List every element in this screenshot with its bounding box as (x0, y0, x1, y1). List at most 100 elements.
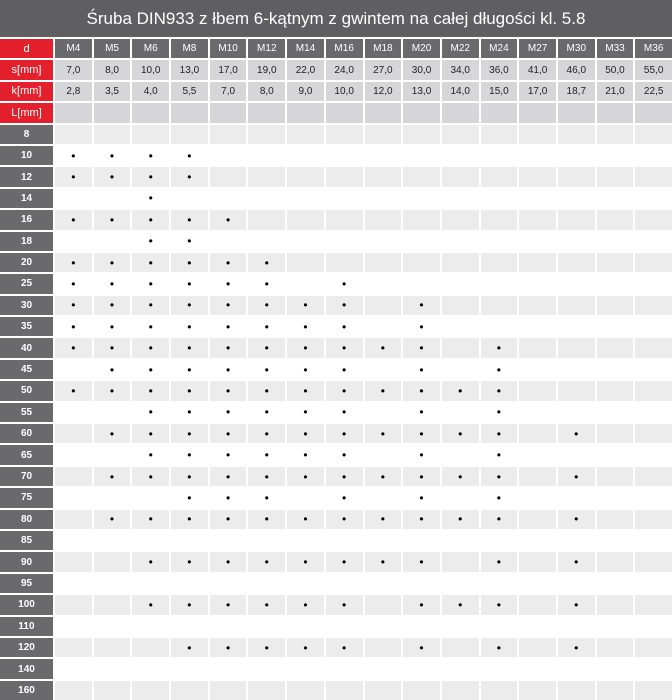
empty-cell (209, 231, 247, 251)
availability-dot: • (55, 274, 92, 294)
availability-dot: • (441, 466, 479, 487)
empty-cell (287, 488, 324, 508)
empty-cell (55, 595, 92, 615)
availability-dot: • (248, 637, 286, 658)
empty-cell (480, 274, 518, 294)
empty-cell (519, 210, 556, 230)
availability-dot: • (480, 595, 518, 615)
empty-cell (403, 231, 440, 251)
empty-cell (480, 124, 518, 144)
length-label: 55 (0, 402, 53, 423)
empty-cell (248, 124, 286, 144)
availability-dot: • (93, 295, 131, 316)
empty-cell (635, 210, 672, 230)
k-value: 22,5 (635, 81, 672, 102)
L-header-cell (441, 103, 479, 123)
empty-cell (596, 295, 634, 316)
empty-cell (441, 552, 479, 572)
empty-cell (635, 145, 672, 166)
empty-cell (557, 680, 595, 700)
availability-dot: • (287, 424, 324, 444)
empty-cell (55, 573, 92, 594)
availability-dot: • (209, 509, 247, 529)
availability-dot: • (93, 359, 131, 380)
empty-cell (403, 680, 440, 700)
availability-dot: • (209, 317, 247, 337)
empty-cell (557, 167, 595, 187)
size-header: M27 (519, 39, 556, 59)
availability-dot: • (209, 338, 247, 358)
availability-dot: • (403, 338, 440, 358)
empty-cell (132, 659, 170, 679)
empty-cell (596, 338, 634, 358)
empty-cell (635, 637, 672, 658)
availability-dot: • (480, 359, 518, 380)
empty-cell (519, 231, 556, 251)
L-header-cell (557, 103, 595, 123)
empty-cell (403, 167, 440, 187)
empty-cell (519, 338, 556, 358)
availability-dot: • (209, 402, 247, 423)
availability-dot: • (209, 552, 247, 572)
L-header-cell (596, 103, 634, 123)
availability-dot: • (364, 509, 402, 529)
empty-cell (596, 359, 634, 380)
empty-cell (519, 124, 556, 144)
empty-cell (519, 552, 556, 572)
length-label: 35 (0, 317, 53, 337)
empty-cell (596, 274, 634, 294)
availability-dot: • (171, 274, 208, 294)
s-value: 13,0 (171, 60, 208, 80)
empty-cell (441, 145, 479, 166)
empty-cell (55, 680, 92, 700)
availability-dot: • (248, 317, 286, 337)
availability-dot: • (480, 381, 518, 401)
empty-cell (403, 274, 440, 294)
availability-dot: • (171, 317, 208, 337)
empty-cell (132, 637, 170, 658)
length-label: 90 (0, 552, 53, 572)
empty-cell (557, 252, 595, 273)
empty-cell (441, 530, 479, 551)
s-value: 46,0 (557, 60, 595, 80)
availability-dot: • (325, 338, 363, 358)
label-L: L[mm] (0, 103, 53, 123)
empty-cell (55, 231, 92, 251)
empty-cell (635, 295, 672, 316)
empty-cell (557, 188, 595, 209)
length-label: 140 (0, 659, 53, 679)
availability-dot: • (287, 466, 324, 487)
empty-cell (596, 552, 634, 572)
length-label: 65 (0, 445, 53, 465)
empty-cell (635, 231, 672, 251)
availability-dot: • (248, 445, 286, 465)
availability-dot: • (209, 381, 247, 401)
k-value: 7,0 (209, 81, 247, 102)
availability-dot: • (93, 167, 131, 187)
empty-cell (596, 488, 634, 508)
empty-cell (55, 616, 92, 636)
empty-cell (132, 488, 170, 508)
empty-cell (596, 381, 634, 401)
empty-cell (519, 488, 556, 508)
empty-cell (635, 445, 672, 465)
availability-dot: • (55, 145, 92, 166)
k-value: 8,0 (248, 81, 286, 102)
empty-cell (93, 530, 131, 551)
empty-cell (93, 595, 131, 615)
availability-dot: • (248, 424, 286, 444)
empty-cell (441, 274, 479, 294)
empty-cell (557, 488, 595, 508)
empty-cell (209, 680, 247, 700)
availability-dot: • (557, 509, 595, 529)
availability-dot: • (403, 424, 440, 444)
availability-dot: • (287, 595, 324, 615)
L-header-cell (209, 103, 247, 123)
empty-cell (248, 573, 286, 594)
empty-cell (596, 402, 634, 423)
availability-dot: • (248, 381, 286, 401)
label-k: k[mm] (0, 81, 53, 102)
empty-cell (171, 530, 208, 551)
page-title: Śruba DIN933 z łbem 6-kątnym z gwintem n… (0, 0, 672, 37)
availability-dot: • (132, 338, 170, 358)
